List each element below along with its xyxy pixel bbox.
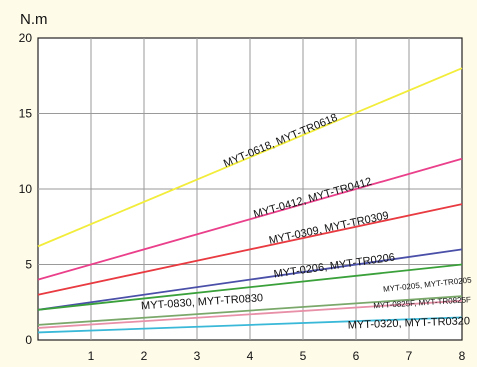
x-tick-label: 4 — [247, 349, 254, 363]
x-tick-label: 3 — [194, 349, 201, 363]
x-tick-label: 7 — [406, 349, 413, 363]
y-tick-label: 10 — [19, 182, 33, 196]
y-axis-unit-label: N.m — [20, 11, 48, 28]
y-tick-label: 0 — [25, 333, 32, 347]
series-line-4 — [37, 263, 463, 311]
series-line-6 — [37, 299, 463, 329]
grid-lines — [38, 38, 462, 340]
y-tick-label: 20 — [19, 31, 33, 45]
series-line-2 — [37, 203, 463, 296]
x-tick-label: 8 — [459, 349, 466, 363]
x-tick-label: 1 — [88, 349, 95, 363]
x-tick-labels: 1 2 3 4 5 6 7 8 — [88, 349, 466, 363]
series-line-1 — [37, 157, 463, 281]
series-line-3 — [37, 248, 463, 311]
x-tick-label: 2 — [141, 349, 148, 363]
series-label-7: MYT-0320, MYT-TR0320 — [348, 315, 471, 331]
y-tick-labels: 0 5 10 15 20 — [19, 31, 33, 347]
y-tick-label: 5 — [25, 258, 32, 272]
series-line-5 — [37, 295, 463, 326]
y-tick-label: 15 — [19, 107, 33, 121]
x-tick-label: 5 — [300, 349, 307, 363]
series-line-0 — [37, 67, 463, 248]
series-line-7 — [37, 316, 463, 334]
x-tick-label: 6 — [353, 349, 360, 363]
series-lines — [37, 67, 463, 334]
